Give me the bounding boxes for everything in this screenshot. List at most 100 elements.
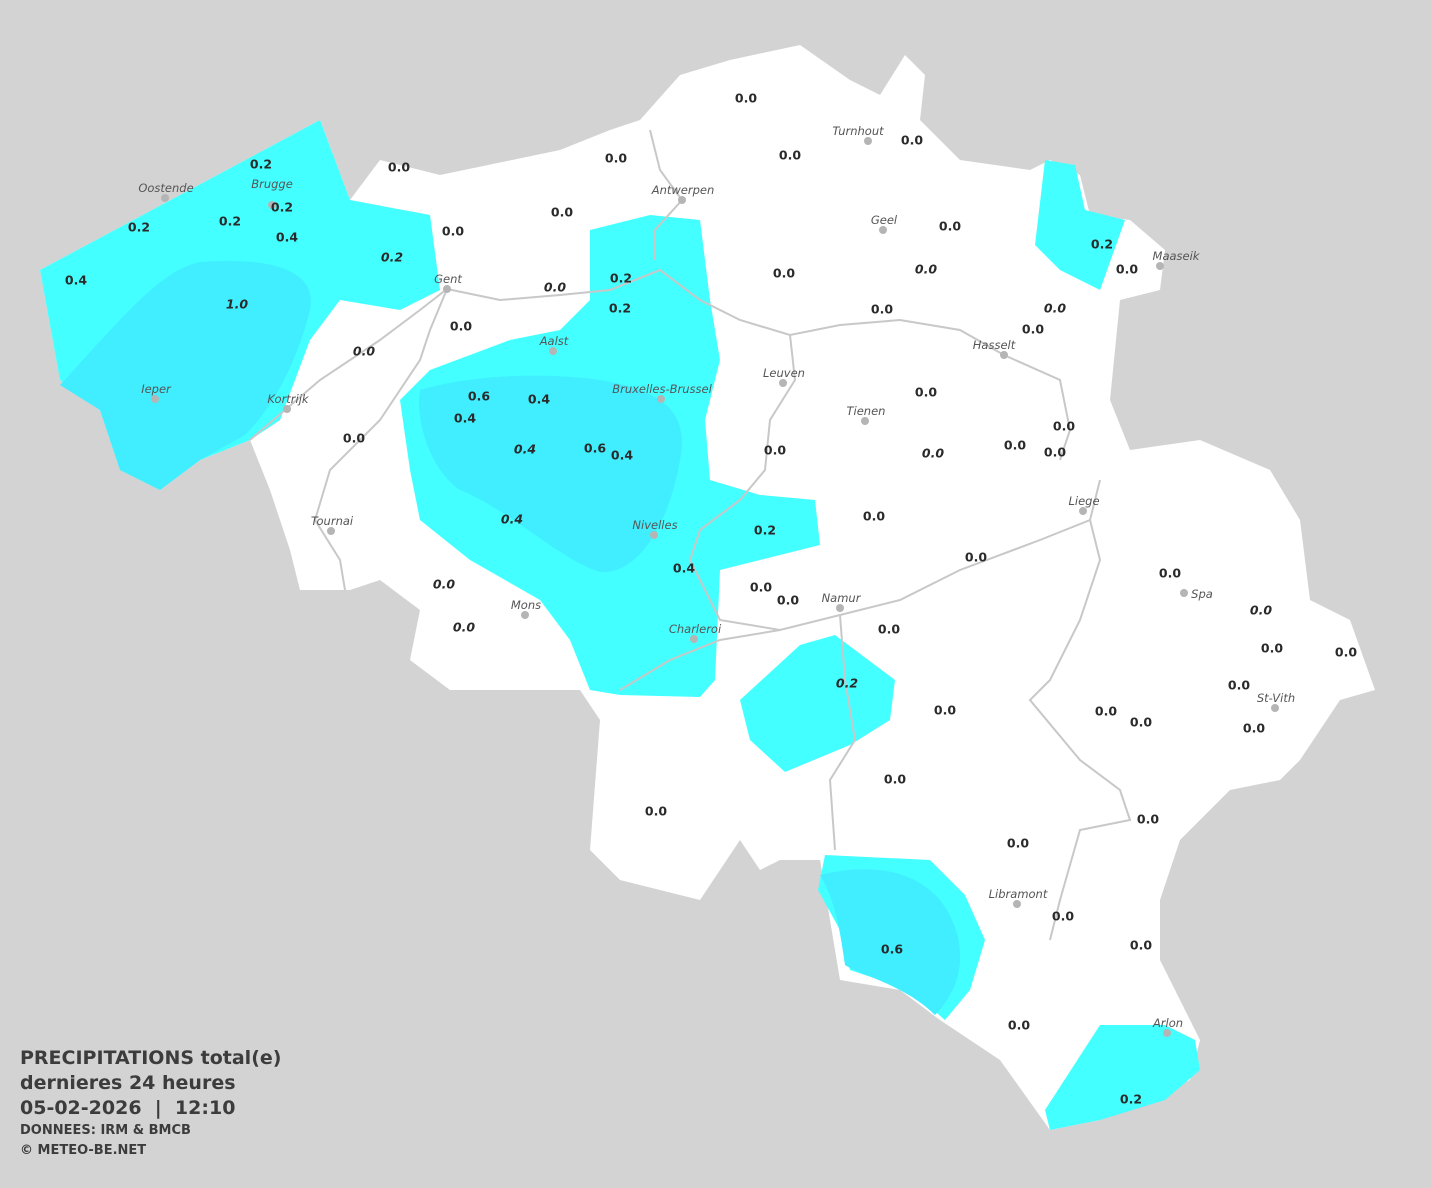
station-value: 0.0 xyxy=(1095,704,1117,719)
city-label: Arlon xyxy=(1152,1016,1183,1030)
station-value: 0.4 xyxy=(514,442,536,457)
city-label: Gent xyxy=(434,272,462,286)
precip-zone-namur xyxy=(740,635,895,772)
city-dot xyxy=(161,194,169,202)
station-value: 0.2 xyxy=(610,271,632,286)
city-dot xyxy=(521,611,529,619)
city-dot xyxy=(657,395,665,403)
station-value: 1.0 xyxy=(226,297,248,312)
city-dot xyxy=(861,417,869,425)
station-value: 0.0 xyxy=(605,151,627,166)
city-dot xyxy=(268,201,276,209)
station-value: 0.0 xyxy=(764,443,786,458)
station-value: 0.0 xyxy=(901,133,923,148)
station-value: 0.0 xyxy=(1137,812,1159,827)
city-dot xyxy=(1156,262,1164,270)
city-label: Geel xyxy=(871,213,898,227)
station-value: 0.2 xyxy=(609,301,631,316)
station-value: 0.0 xyxy=(1250,603,1272,618)
station-value: 0.4 xyxy=(528,392,550,407)
station-value: 0.2 xyxy=(219,214,241,229)
precip-zone-gaume-core xyxy=(820,869,961,1015)
city-label: St-Vith xyxy=(1257,691,1295,705)
city-label: Nivelles xyxy=(632,518,677,532)
station-value: 0.0 xyxy=(735,91,757,106)
city-dot xyxy=(1013,900,1021,908)
precip-zones xyxy=(40,120,1200,1130)
city-dot xyxy=(678,196,686,204)
station-value: 0.0 xyxy=(1261,641,1283,656)
city-dot xyxy=(650,531,658,539)
city-label: Bruxelles-Brussel xyxy=(612,382,712,396)
station-value: 0.0 xyxy=(388,160,410,175)
station-value: 0.0 xyxy=(343,431,365,446)
border-line xyxy=(828,614,857,851)
station-value: 0.4 xyxy=(454,411,476,426)
station-value: 0.2 xyxy=(381,250,403,265)
city-label: Brugge xyxy=(251,177,293,191)
station-value: 0.0 xyxy=(544,280,566,295)
city-label: Aalst xyxy=(539,334,569,348)
station-value: 0.2 xyxy=(250,157,272,172)
station-value: 0.0 xyxy=(939,219,961,234)
station-value: 0.0 xyxy=(450,319,472,334)
station-value: 0.4 xyxy=(501,512,523,527)
station-value: 0.0 xyxy=(863,509,885,524)
city-dot xyxy=(1163,1029,1171,1037)
station-value: 0.0 xyxy=(915,385,937,400)
border-line xyxy=(619,629,781,691)
station-value: 0.0 xyxy=(353,344,375,359)
station-value: 0.6 xyxy=(584,441,606,456)
station-value: 0.0 xyxy=(1228,678,1250,693)
border-line xyxy=(313,288,448,591)
station-value: 0.4 xyxy=(611,448,633,463)
station-value: 0.0 xyxy=(871,302,893,317)
city-label: Ieper xyxy=(141,382,172,396)
legend-source: DONNEES: IRM & BMCB xyxy=(20,1123,191,1138)
station-value: 0.0 xyxy=(1130,715,1152,730)
station-value: 0.0 xyxy=(922,446,944,461)
city-label: Antwerpen xyxy=(651,183,715,197)
city-label: Mons xyxy=(511,598,541,612)
station-value: 0.0 xyxy=(1130,938,1152,953)
precip-zone-central-core xyxy=(419,375,682,573)
city-label: Oostende xyxy=(138,181,193,195)
station-value: 0.0 xyxy=(884,772,906,787)
city-label: Libramont xyxy=(989,887,1048,901)
city-dot xyxy=(779,379,787,387)
city-dot xyxy=(327,527,335,535)
station-value: 0.0 xyxy=(750,580,772,595)
station-value: 0.0 xyxy=(1044,301,1066,316)
station-value: 0.0 xyxy=(1116,262,1138,277)
city-dot xyxy=(1180,589,1188,597)
city-label: Spa xyxy=(1191,587,1213,601)
precip-zone-northeast xyxy=(1035,160,1125,290)
city-dot xyxy=(836,604,844,612)
city-dot xyxy=(151,395,159,403)
station-value: 0.0 xyxy=(878,622,900,637)
station-value: 0.0 xyxy=(1052,909,1074,924)
city-label: Liege xyxy=(1068,494,1099,508)
legend-title: PRECIPITATIONS total(e) xyxy=(20,1047,282,1069)
station-value: 0.0 xyxy=(1004,438,1026,453)
precip-zone-west-core xyxy=(60,260,311,490)
city-labels: Turnhout Antwerpen Oostende Brugge Geel Maase… xyxy=(138,124,1295,1037)
station-value: 0.0 xyxy=(773,266,795,281)
station-value: 0.2 xyxy=(271,200,293,215)
city-label: Tournai xyxy=(311,514,354,528)
legend-period: dernieres 24 heures xyxy=(20,1072,236,1094)
station-value: 0.0 xyxy=(965,550,987,565)
station-value: 0.0 xyxy=(551,205,573,220)
city-label: Leuven xyxy=(763,366,805,380)
city-dot xyxy=(283,405,291,413)
station-value: 0.0 xyxy=(1022,322,1044,337)
city-dot xyxy=(1079,507,1087,515)
city-dot xyxy=(1271,704,1279,712)
station-value: 0.0 xyxy=(442,224,464,239)
station-value: 0.0 xyxy=(1007,836,1029,851)
station-value: 0.0 xyxy=(1044,445,1066,460)
legend-datetime: 05-02-2026 | 12:10 xyxy=(20,1097,236,1119)
station-value: 0.2 xyxy=(836,676,858,691)
city-label: Maaseik xyxy=(1153,249,1201,263)
